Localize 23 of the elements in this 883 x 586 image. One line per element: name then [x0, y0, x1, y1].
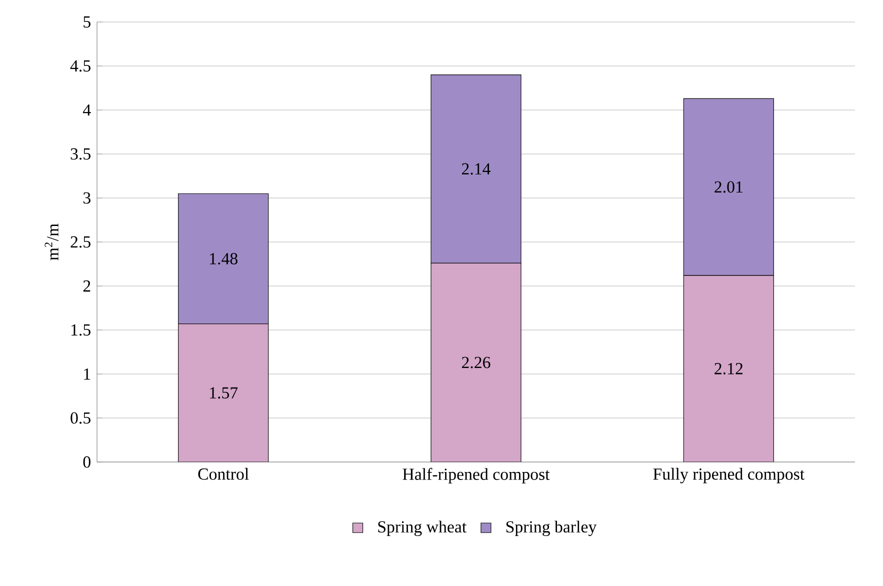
- y-tick-label: 1.5: [71, 324, 90, 336]
- y-tick-label: 0.5: [70, 412, 90, 424]
- x-tick-label: Half-ripened compost: [402, 468, 550, 484]
- y-tick-label: 5: [84, 16, 90, 28]
- x-tick-label: Fully ripened compost: [653, 468, 804, 484]
- y-tick-label: 3.5: [70, 148, 90, 160]
- y-tick-label: 1: [84, 368, 90, 380]
- data-label: 2.26: [462, 356, 490, 368]
- legend-label: Spring wheat: [378, 520, 467, 536]
- y-tick-label: 4.5: [70, 60, 90, 72]
- y-tick-label: 2.5: [70, 236, 90, 248]
- data-label: 1.48: [210, 252, 238, 264]
- y-tick-label: 3: [83, 192, 90, 204]
- data-label: 2.14: [462, 163, 491, 175]
- y-axis-title: m$^{2}$/m: [44, 224, 58, 260]
- y-tick-label: 4: [82, 104, 91, 116]
- data-label: 2.12: [714, 363, 742, 374]
- y-tick-label: 0: [83, 456, 90, 468]
- legend-label: Spring barley: [506, 520, 597, 536]
- x-tick-label: Control: [198, 468, 249, 480]
- data-label: 2.01: [714, 181, 742, 193]
- y-tick-label: 2: [83, 280, 90, 292]
- data-label: 1.57: [210, 387, 238, 399]
